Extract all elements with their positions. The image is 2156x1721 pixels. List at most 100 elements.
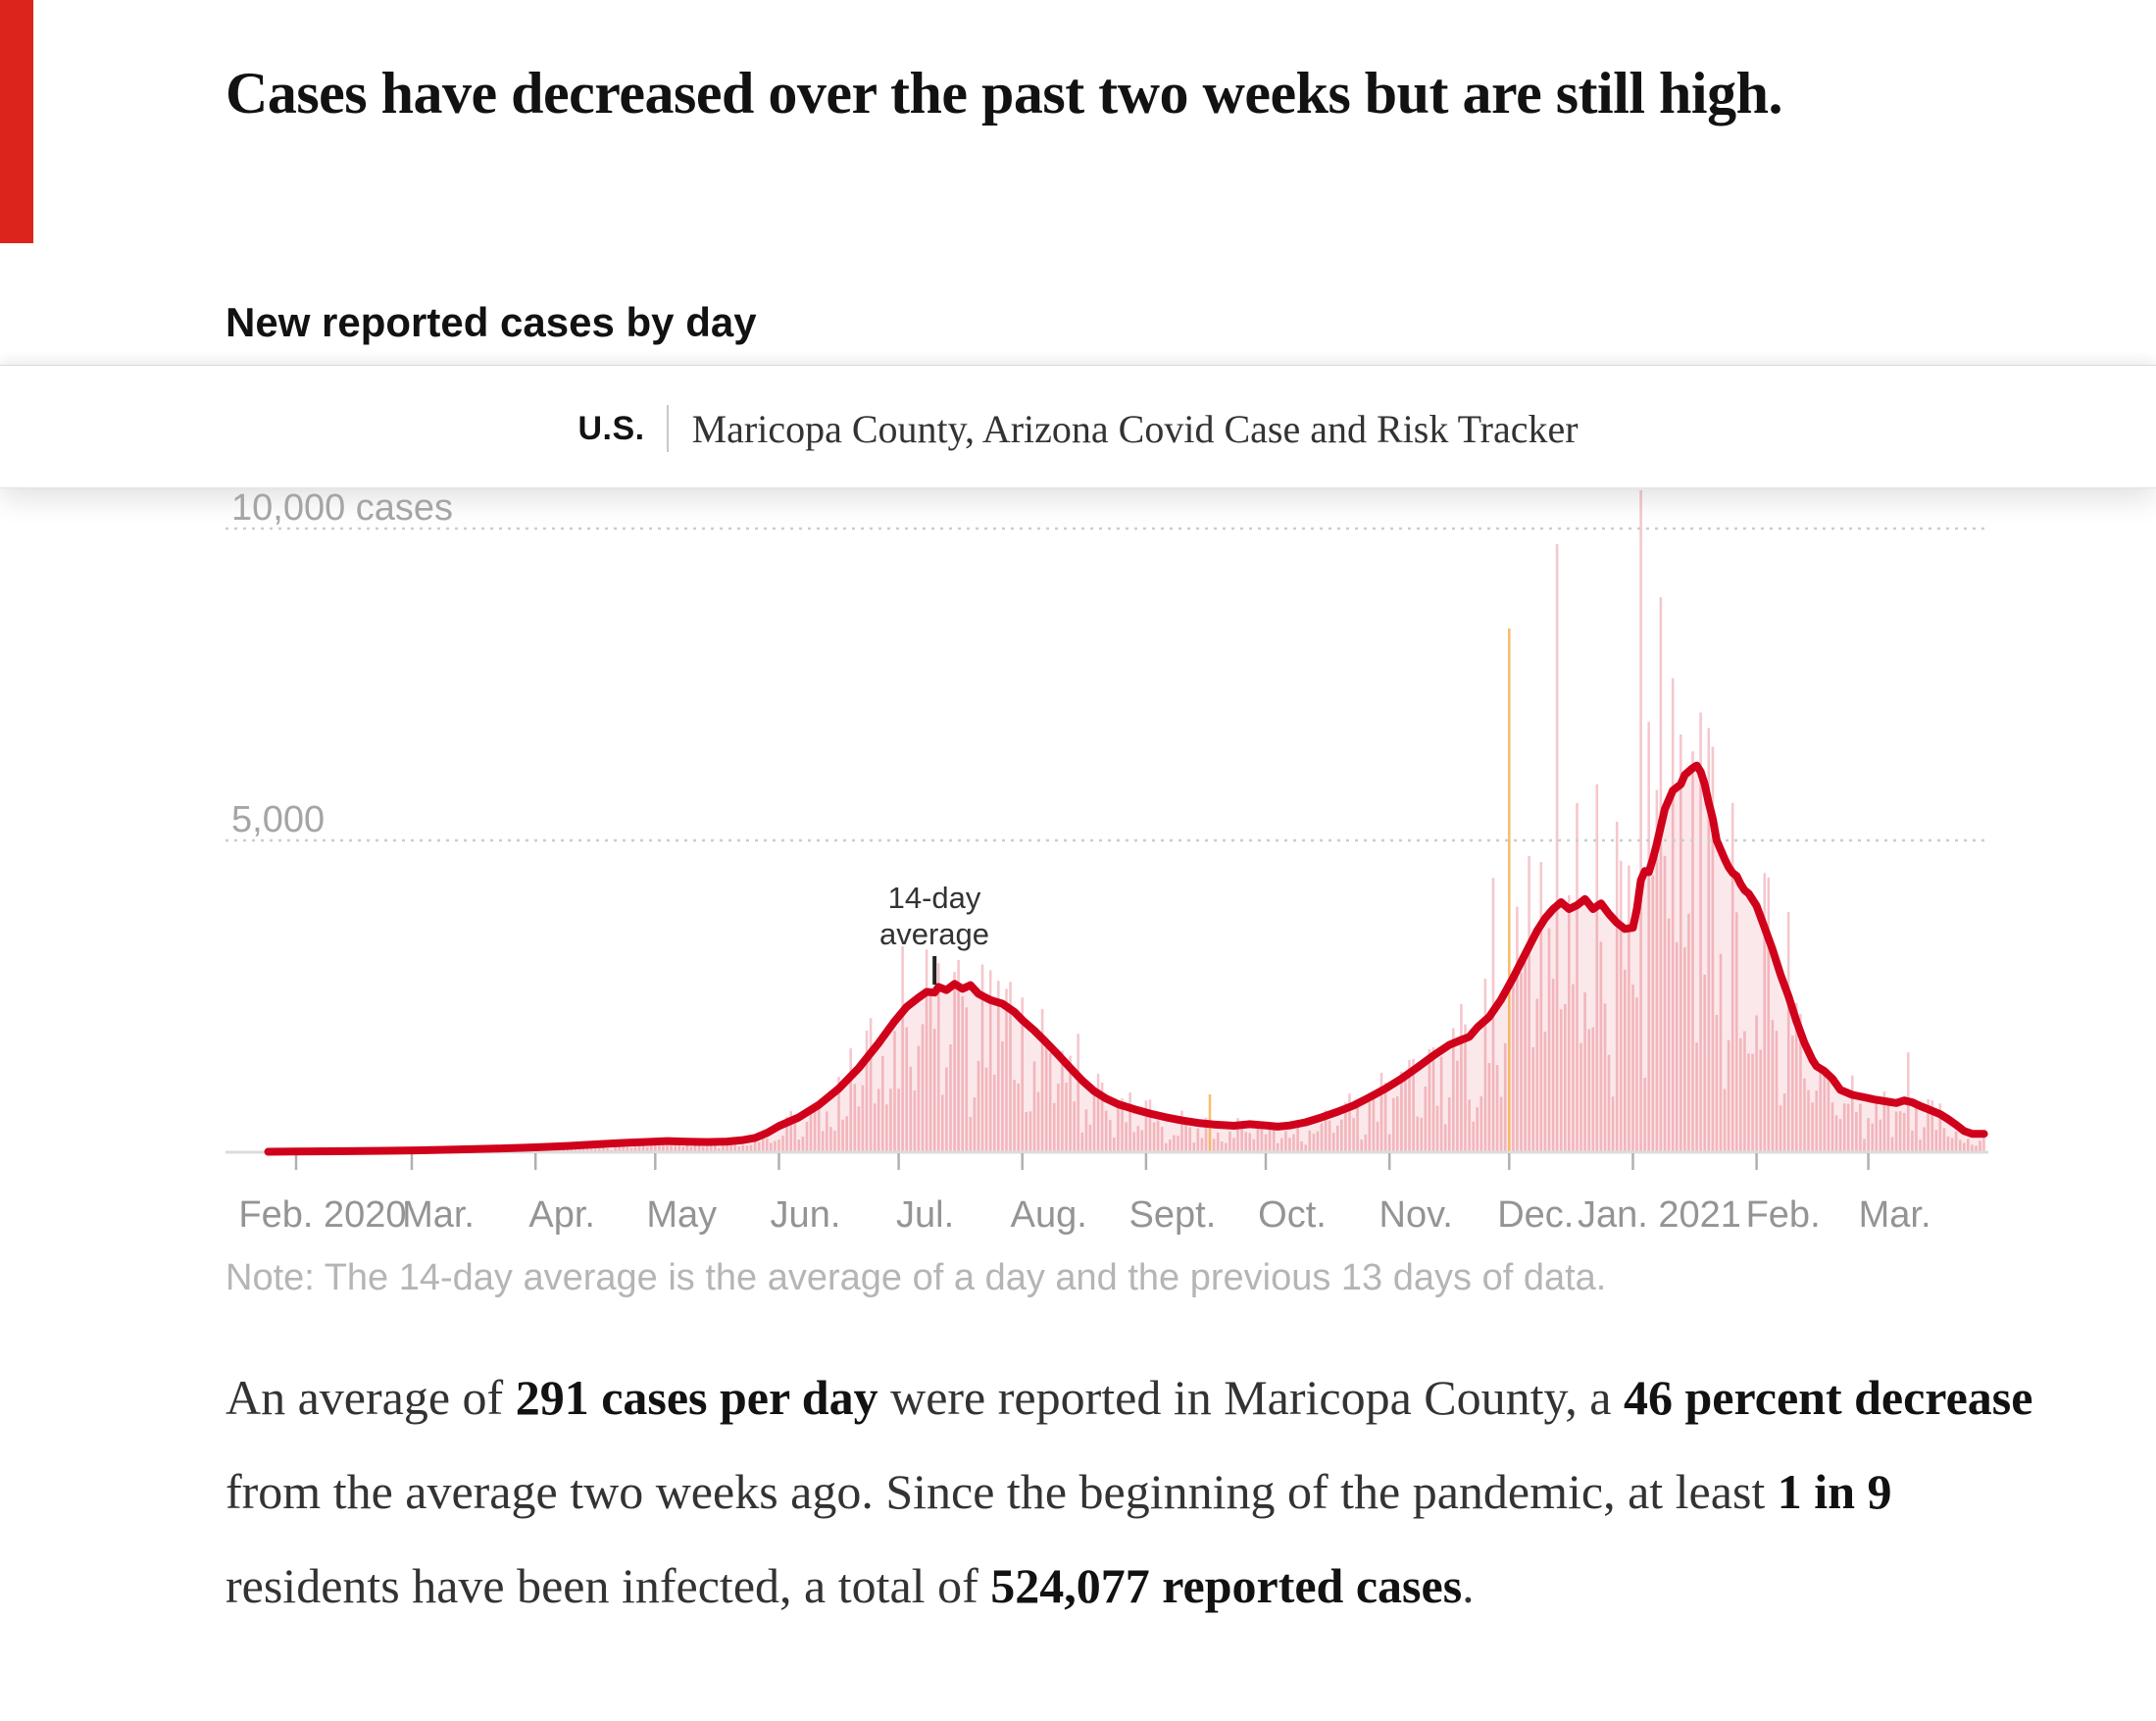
daily-bar [893, 1031, 896, 1152]
x-axis-month-label: Mar. [1858, 1194, 1931, 1236]
daily-bar [901, 946, 904, 1152]
daily-bar [1711, 746, 1715, 1152]
daily-bar [1663, 856, 1667, 1152]
left-accent-stripe [0, 0, 33, 243]
daily-bar [1216, 1133, 1220, 1152]
daily-bar [1624, 969, 1627, 1152]
daily-bar [1128, 1091, 1131, 1152]
daily-bar [1934, 1130, 1938, 1152]
daily-bar [1543, 1032, 1547, 1152]
daily-bar [1751, 1053, 1754, 1152]
summary-text: An average of [226, 1370, 516, 1425]
daily-bar [681, 1146, 685, 1152]
daily-bar [1248, 1133, 1251, 1152]
daily-bar [753, 1138, 757, 1152]
daily-bar [1256, 1126, 1260, 1152]
daily-bar [710, 1141, 713, 1152]
daily-bar [1092, 1093, 1096, 1152]
x-axis-month-label: Mar. [402, 1194, 475, 1236]
daily-bar [1284, 1131, 1287, 1152]
daily-bar [1328, 1120, 1331, 1152]
daily-bar [1823, 1068, 1827, 1152]
daily-bar [1667, 918, 1671, 1152]
daily-bar [1695, 1042, 1698, 1152]
daily-bar [1786, 912, 1790, 1152]
daily-bar [1069, 1055, 1072, 1152]
daily-bar [889, 1088, 892, 1152]
daily-bar [737, 1146, 741, 1152]
daily-bar [1376, 1121, 1379, 1152]
daily-bar [1272, 1123, 1276, 1152]
daily-bar [1923, 1127, 1926, 1152]
daily-bar [1196, 1128, 1200, 1152]
daily-bar [1898, 1111, 1902, 1152]
daily-bar [1292, 1134, 1295, 1152]
daily-bar [1827, 1071, 1830, 1152]
daily-bar [677, 1142, 680, 1152]
daily-bar [1165, 1142, 1168, 1152]
daily-bar [1687, 913, 1690, 1152]
sticky-tracker-bar: U.S. Maricopa County, Arizona Covid Case… [0, 365, 2156, 488]
daily-bar [1875, 1098, 1878, 1152]
daily-bar [1946, 1137, 1950, 1152]
daily-bar [1005, 988, 1008, 1152]
daily-bar [1184, 1123, 1187, 1152]
daily-bar [697, 1140, 701, 1152]
daily-bar [1727, 1039, 1730, 1152]
daily-bar [841, 1119, 844, 1152]
daily-bar [1528, 855, 1530, 1152]
daily-bar [1177, 1136, 1179, 1152]
daily-bar [1503, 1042, 1507, 1152]
daily-bar [570, 1146, 574, 1152]
section-link-us[interactable]: U.S. [577, 409, 645, 447]
divider [666, 405, 669, 452]
daily-bar [1117, 1107, 1120, 1152]
daily-bar [1340, 1119, 1343, 1152]
daily-bar [1508, 628, 1511, 1152]
daily-bar [1775, 1031, 1779, 1152]
daily-bar [1368, 1101, 1372, 1152]
daily-bar [826, 1111, 828, 1152]
tracker-title-link[interactable]: Maricopa County, Arizona Covid Case and … [691, 406, 1579, 451]
daily-bar [1428, 1049, 1431, 1152]
daily-bar [1655, 789, 1659, 1152]
daily-bar [1460, 1003, 1463, 1152]
daily-bar [1077, 1034, 1079, 1152]
daily-bar [941, 1094, 944, 1152]
daily-bar [1264, 1134, 1268, 1152]
daily-bar [1336, 1125, 1339, 1152]
daily-bar [809, 1111, 813, 1152]
daily-bar [1276, 1142, 1279, 1152]
daily-bar [689, 1146, 693, 1152]
daily-bar [1915, 1100, 1918, 1152]
daily-bar [622, 1144, 625, 1152]
daily-bar [726, 1143, 728, 1152]
daily-bar [1635, 997, 1638, 1152]
daily-bar [666, 1145, 669, 1152]
daily-bar [897, 1088, 900, 1152]
summary-paragraph: An average of 291 cases per day were rep… [226, 1350, 2069, 1633]
daily-bar [833, 1131, 836, 1152]
daily-bar [1431, 1046, 1435, 1152]
daily-bar [1252, 1139, 1256, 1152]
x-axis-month-label: May [646, 1194, 718, 1236]
daily-bar [1576, 802, 1579, 1152]
daily-bar [945, 1067, 948, 1152]
daily-bar [1982, 1136, 1985, 1152]
daily-bar [1639, 490, 1642, 1152]
daily-bar [993, 1075, 996, 1152]
daily-bar [1308, 1130, 1312, 1152]
x-axis-month-label: Jan. 2021 [1577, 1194, 1741, 1236]
daily-bar [1803, 1078, 1806, 1152]
daily-bar [1379, 1072, 1383, 1152]
avg-area-fill [268, 765, 1984, 1152]
daily-bar [1938, 1103, 1942, 1152]
daily-bar [1911, 1131, 1914, 1152]
daily-bar [1747, 1053, 1750, 1152]
daily-bar [821, 1131, 825, 1152]
daily-bar [873, 1103, 877, 1152]
daily-bar [554, 1148, 557, 1152]
daily-bar [1842, 1103, 1846, 1152]
daily-bar [1452, 1028, 1455, 1152]
daily-bar [949, 1044, 952, 1152]
